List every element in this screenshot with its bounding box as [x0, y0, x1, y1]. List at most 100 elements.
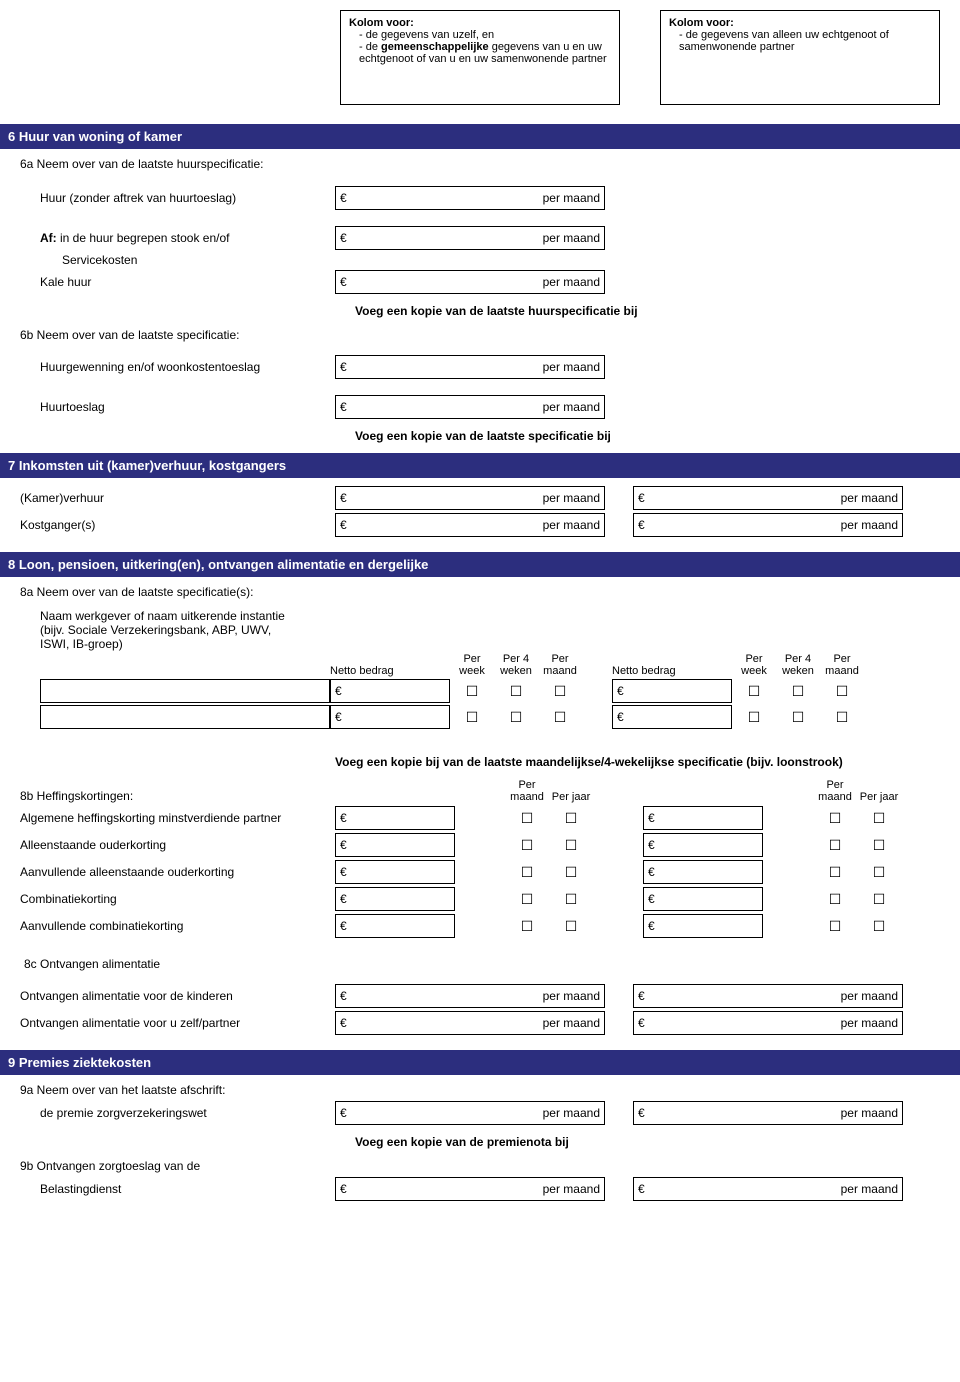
hef-amt-b-2[interactable]: €	[643, 860, 763, 884]
hef-chk-b-m-4[interactable]: ☐	[813, 918, 857, 935]
hef-chk-a-m-2[interactable]: ☐	[505, 864, 549, 881]
chk-2a-week[interactable]: ☐	[450, 709, 494, 726]
alim-kind-label: Ontvangen alimentatie voor de kinderen	[20, 989, 335, 1003]
hef-chk-b-m-1[interactable]: ☐	[813, 837, 857, 854]
hef-amt-a-4[interactable]: €	[335, 914, 455, 938]
chk-2b-maand[interactable]: ☐	[820, 709, 864, 726]
kamerverhuur-input-1[interactable]: €per maand	[335, 486, 605, 510]
hef-chk-a-j-4[interactable]: ☐	[549, 918, 593, 935]
q6a-head: 6a Neem over van de laatste huurspecific…	[20, 157, 940, 171]
hef-amt-b-0[interactable]: €	[643, 806, 763, 830]
per4-head-2: Per 4 weken	[776, 653, 820, 677]
chk-1b-week[interactable]: ☐	[732, 683, 776, 700]
hef-amt-a-1[interactable]: €	[335, 833, 455, 857]
chk-1a-week[interactable]: ☐	[450, 683, 494, 700]
kale-huur-label: Kale huur	[20, 275, 335, 289]
hef-chk-a-m-0[interactable]: ☐	[505, 810, 549, 827]
hef-chk-a-m-4[interactable]: ☐	[505, 918, 549, 935]
premie-input-1[interactable]: €per maand	[335, 1101, 605, 1125]
chk-1b-4w[interactable]: ☐	[776, 683, 820, 700]
af-label: Af: in de huur begrepen stook en/of	[20, 231, 335, 245]
note-8b: Voeg een kopie bij van de laatste maande…	[335, 755, 940, 769]
perweek-head-2: Per week	[732, 653, 776, 677]
hef-chk-b-j-4[interactable]: ☐	[857, 918, 901, 935]
netto-input-1a[interactable]: €	[330, 679, 450, 703]
chk-2b-week[interactable]: ☐	[732, 709, 776, 726]
section-6-bar: 6 Huur van woning of kamer	[0, 124, 960, 149]
hef-chk-b-j-3[interactable]: ☐	[857, 891, 901, 908]
column-info-right: Kolom voor: de gegevens van alleen uw ec…	[660, 10, 940, 105]
hef-amt-b-4[interactable]: €	[643, 914, 763, 938]
chk-2a-maand[interactable]: ☐	[538, 709, 582, 726]
q9a-sub: de premie zorgverzekeringswet	[20, 1106, 335, 1120]
hef-label-3: Combinatiekorting	[20, 892, 335, 906]
chk-2a-4w[interactable]: ☐	[494, 709, 538, 726]
hef-chk-a-m-3[interactable]: ☐	[505, 891, 549, 908]
hef-chk-b-m-2[interactable]: ☐	[813, 864, 857, 881]
kolom-voor-right-title: Kolom voor:	[669, 17, 931, 29]
perjaar-8b-1: Per jaar	[549, 791, 593, 803]
netto-input-1b[interactable]: €	[612, 679, 732, 703]
hef-label-0: Algemene heffingskorting minstverdiende …	[20, 811, 335, 825]
chk-1a-maand[interactable]: ☐	[538, 683, 582, 700]
alim-kind-input-1[interactable]: €per maand	[335, 984, 605, 1008]
section-9-bar: 9 Premies ziektekosten	[0, 1050, 960, 1075]
permaand-head-2: Per maand	[820, 653, 864, 677]
alim-kind-input-2[interactable]: €per maand	[633, 984, 903, 1008]
kostganger-input-1[interactable]: €per maand	[335, 513, 605, 537]
section-7-bar: 7 Inkomsten uit (kamer)verhuur, kostgang…	[0, 453, 960, 478]
hef-amt-a-0[interactable]: €	[335, 806, 455, 830]
kamerverhuur-input-2[interactable]: €per maand	[633, 486, 903, 510]
column-info-left: Kolom voor: de gegevens van uzelf, en de…	[340, 10, 620, 105]
q6b-head: 6b Neem over van de laatste specificatie…	[20, 328, 940, 342]
huurgewenning-label: Huurgewenning en/of woonkostentoeslag	[20, 360, 335, 374]
alim-zelf-input-2[interactable]: €per maand	[633, 1011, 903, 1035]
hef-chk-b-j-0[interactable]: ☐	[857, 810, 901, 827]
perweek-head-1: Per week	[450, 653, 494, 677]
note-6a: Voeg een kopie van de laatste huurspecif…	[355, 304, 940, 318]
hef-chk-a-j-0[interactable]: ☐	[549, 810, 593, 827]
hef-label-2: Aanvullende alleenstaande ouderkorting	[20, 865, 335, 879]
right-bullet-1: de gegevens van alleen uw echtgenoot of …	[679, 29, 931, 53]
permaand-8b-1: Per maand	[505, 779, 549, 803]
kale-huur-input[interactable]: €per maand	[335, 270, 605, 294]
werkgever-naam-input-2[interactable]	[40, 705, 330, 729]
hef-chk-a-j-3[interactable]: ☐	[549, 891, 593, 908]
netto-input-2a[interactable]: €	[330, 705, 450, 729]
hef-amt-b-1[interactable]: €	[643, 833, 763, 857]
chk-1a-4w[interactable]: ☐	[494, 683, 538, 700]
hef-amt-b-3[interactable]: €	[643, 887, 763, 911]
left-bullet-2: de gemeenschappelijke gegevens van u en …	[359, 41, 611, 65]
huurgewenning-input[interactable]: €per maand	[335, 355, 605, 379]
hef-chk-b-m-3[interactable]: ☐	[813, 891, 857, 908]
netto-input-2b[interactable]: €	[612, 705, 732, 729]
hef-chk-b-j-2[interactable]: ☐	[857, 864, 901, 881]
chk-2b-4w[interactable]: ☐	[776, 709, 820, 726]
hef-chk-a-j-2[interactable]: ☐	[549, 864, 593, 881]
hef-amt-a-3[interactable]: €	[335, 887, 455, 911]
q9b-head: 9b Ontvangen zorgtoeslag van de	[20, 1159, 940, 1173]
huur-input[interactable]: €per maand	[335, 186, 605, 210]
zorgtoeslag-input-2[interactable]: €per maand	[633, 1177, 903, 1201]
chk-1b-maand[interactable]: ☐	[820, 683, 864, 700]
premie-input-2[interactable]: €per maand	[633, 1101, 903, 1125]
netto-bedrag-head-2: Netto bedrag	[612, 665, 732, 677]
kolom-voor-left-title: Kolom voor:	[349, 17, 611, 29]
perjaar-8b-2: Per jaar	[857, 791, 901, 803]
q8b-head: 8b Heffingskortingen:	[20, 789, 335, 803]
hef-chk-b-m-0[interactable]: ☐	[813, 810, 857, 827]
af-input[interactable]: €per maand	[335, 226, 605, 250]
netto-bedrag-head-1: Netto bedrag	[330, 665, 450, 677]
hef-chk-a-m-1[interactable]: ☐	[505, 837, 549, 854]
werkgever-naam-input-1[interactable]	[40, 679, 330, 703]
huurtoeslag-input[interactable]: €per maand	[335, 395, 605, 419]
section-8-bar: 8 Loon, pensioen, uitkering(en), ontvang…	[0, 552, 960, 577]
hef-chk-a-j-1[interactable]: ☐	[549, 837, 593, 854]
q9a-head: 9a Neem over van het laatste afschrift:	[20, 1083, 940, 1097]
kostganger-input-2[interactable]: €per maand	[633, 513, 903, 537]
top-info-boxes: Kolom voor: de gegevens van uzelf, en de…	[0, 0, 960, 120]
hef-amt-a-2[interactable]: €	[335, 860, 455, 884]
zorgtoeslag-input-1[interactable]: €per maand	[335, 1177, 605, 1201]
alim-zelf-input-1[interactable]: €per maand	[335, 1011, 605, 1035]
hef-chk-b-j-1[interactable]: ☐	[857, 837, 901, 854]
